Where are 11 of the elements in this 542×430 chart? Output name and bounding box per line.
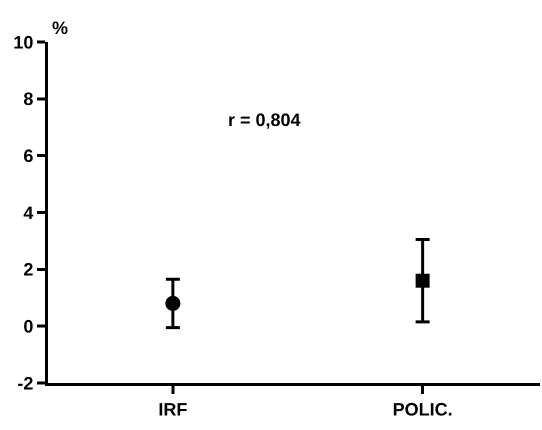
y-tick-label: 2	[23, 260, 34, 280]
y-tick-label: 6	[23, 146, 34, 166]
y-tick-label: -2	[17, 373, 34, 394]
y-axis-title: %	[52, 18, 68, 38]
y-tick-label: 0	[23, 316, 34, 336]
y-tick-label: 10	[13, 32, 34, 52]
y-tick-label: 8	[23, 89, 34, 110]
x-tick-label: POLIC.	[392, 400, 453, 420]
y-tick-label: 4	[23, 202, 34, 223]
annotation: r = 0,804	[228, 110, 301, 130]
x-tick-label: IRF	[158, 400, 188, 420]
